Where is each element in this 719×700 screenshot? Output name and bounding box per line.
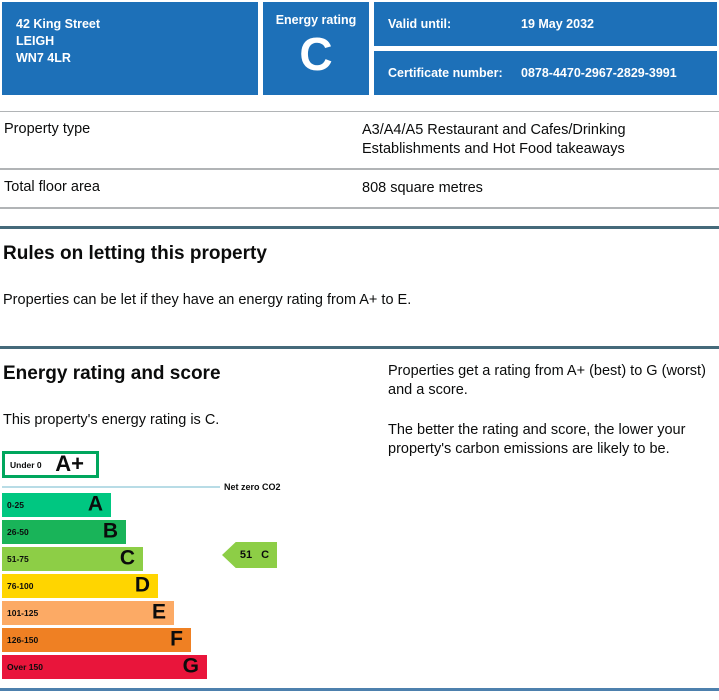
energy-rating-value: C (299, 28, 333, 80)
rating-band-d: 76-100 D (2, 573, 158, 598)
band-letter: A+ (55, 450, 84, 476)
band-range-label: 26-50 (7, 527, 29, 537)
rating-band-a-plus: Under 0 A+ (2, 451, 99, 478)
net-zero-line (2, 486, 220, 488)
band-letter: F (170, 627, 183, 651)
rating-info-column: Properties get a rating from A+ (best) t… (388, 349, 719, 682)
band-letter: C (119, 546, 135, 570)
rating-band-a: 0-25 A (2, 492, 111, 517)
band-letter: D (134, 573, 150, 597)
floor-area-label: Total floor area (4, 179, 100, 195)
valid-until-label: Valid until: (388, 17, 452, 31)
band-range-label: Over 150 (7, 662, 43, 672)
certificate-header: 42 King Street LEIGH WN7 4LR Energy rati… (0, 0, 719, 95)
rating-chart-column: Energy rating and score This property's … (0, 349, 388, 682)
net-zero-marker: Net zero CO2 (2, 481, 342, 493)
band-letter: G (182, 654, 199, 678)
rating-info-paragraph-2: The better the rating and score, the low… (388, 422, 686, 457)
certificate-meta: Valid until: 19 May 2032 Certificate num… (374, 2, 717, 95)
certificate-number-label: Certificate number: (388, 66, 503, 80)
rating-band-f: 126-150 F (2, 627, 191, 652)
valid-until-value: 19 May 2032 (521, 17, 594, 31)
property-summary-table: Property type A3/A4/A5 Restaurant and Ca… (0, 111, 719, 209)
net-zero-label: Net zero CO2 (224, 482, 281, 492)
property-type-label: Property type (4, 121, 91, 137)
band-letter: B (102, 519, 118, 543)
band-range-label: 0-25 (7, 500, 25, 510)
property-type-value: A3/A4/A5 Restaurant and Cafes/Drinking E… (362, 122, 626, 157)
address-line-1: 42 King Street (16, 17, 101, 31)
bottom-section-divider (0, 688, 719, 691)
address-line-2: LEIGH (16, 34, 55, 48)
energy-rating-badge: Energy rating C (263, 2, 369, 95)
band-letter: A (87, 492, 103, 516)
property-address: 42 King Street LEIGH WN7 4LR (2, 2, 258, 95)
rating-info-paragraph-1: Properties get a rating from A+ (best) t… (388, 363, 706, 398)
band-range-label: 51-75 (7, 554, 29, 564)
rating-band-e: 101-125 E (2, 600, 174, 625)
energy-rating-chart: Under 0 A+ Net zero CO2 0-25 A 26-50 B 5… (2, 451, 342, 679)
rating-subtext: This property's energy rating is C. (3, 412, 220, 428)
band-range-label: 126-150 (7, 635, 39, 645)
score-marker: 51 C (222, 542, 277, 568)
rating-band-b: 26-50 B (2, 519, 126, 544)
table-row: Property type A3/A4/A5 Restaurant and Ca… (0, 112, 719, 170)
rules-heading: Rules on letting this property (3, 243, 267, 264)
address-line-3: WN7 4LR (16, 51, 71, 65)
rules-body: Properties can be let if they have an en… (3, 292, 412, 308)
rules-section: Rules on letting this property Propertie… (0, 226, 719, 346)
floor-area-value: 808 square metres (362, 180, 483, 196)
band-range-label: Under 0 (10, 459, 42, 470)
certificate-number-value: 0878-4470-2967-2829-3991 (521, 66, 677, 80)
rating-band-g: Over 150 G (2, 654, 207, 679)
score-value: 51 (239, 549, 253, 561)
table-row: Total floor area 808 square metres (0, 170, 719, 209)
certificate-number-row: Certificate number: 0878-4470-2967-2829-… (374, 51, 717, 95)
band-letter: E (151, 600, 166, 624)
score-rating: C (261, 549, 270, 561)
band-range-label: 101-125 (7, 608, 39, 618)
rating-section-heading: Energy rating and score (3, 363, 221, 384)
valid-until-row: Valid until: 19 May 2032 (374, 2, 717, 46)
rating-band-c: 51-75 C (2, 546, 143, 571)
energy-rating-section: Energy rating and score This property's … (0, 346, 719, 682)
band-range-label: 76-100 (7, 581, 34, 591)
energy-rating-label: Energy rating (275, 13, 357, 27)
